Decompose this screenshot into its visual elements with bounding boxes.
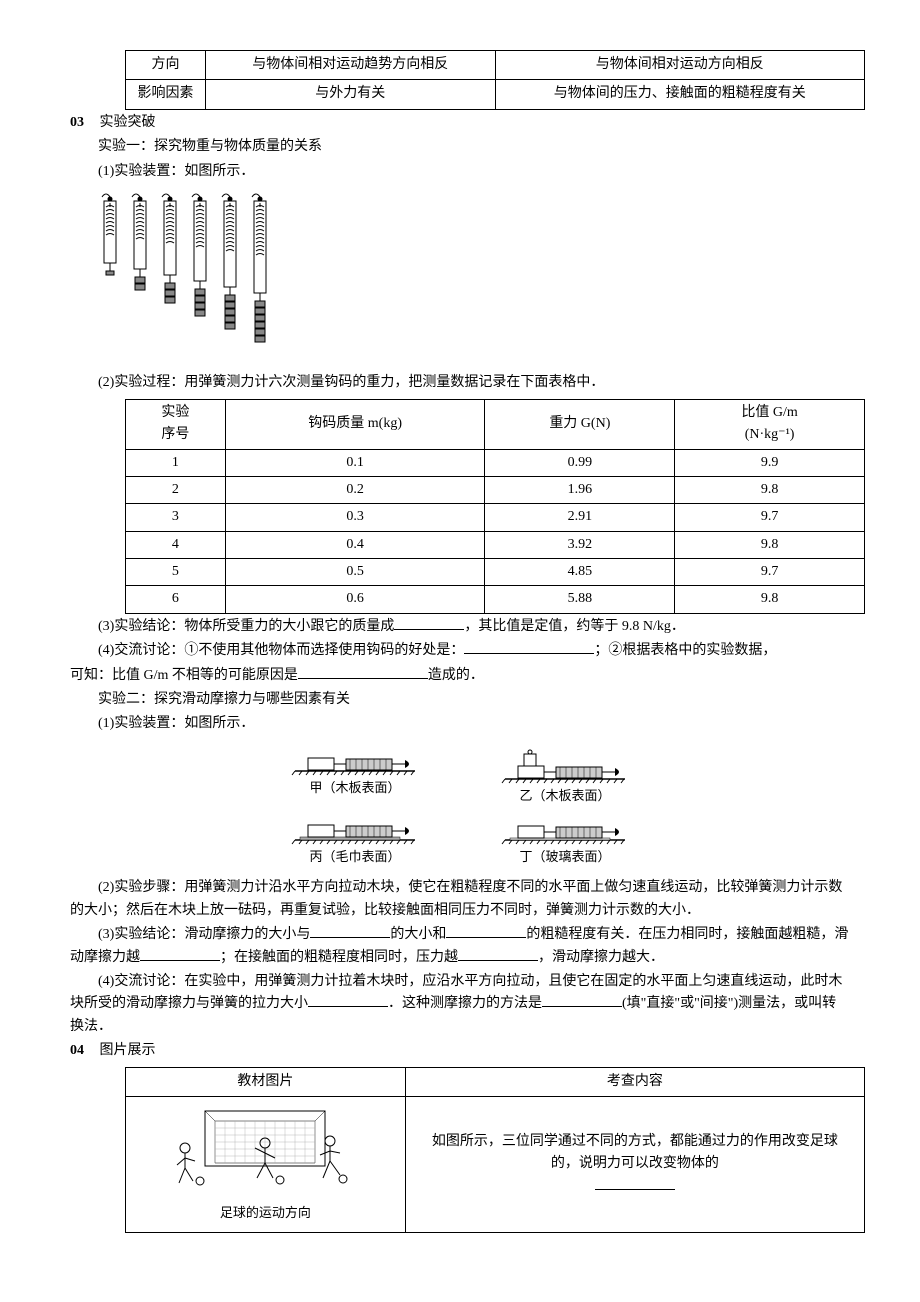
header-cell: 钩码质量 m(kg): [225, 399, 485, 449]
exp1-item2: (2)实验过程：用弹簧测力计六次测量钩码的重力，把测量数据记录在下面表格中．: [70, 372, 850, 394]
image-table: 教材图片 考查内容 足球的运动方向: [125, 1067, 865, 1234]
blank-input[interactable]: [464, 640, 594, 654]
exp1-title: 实验一：探究物重与物体质量的关系: [70, 136, 850, 158]
table-row: 足球的运动方向 如图所示，三位同学通过不同的方式，都能通过力的作用改变足球的，说…: [126, 1096, 865, 1232]
section-title: 图片展示: [100, 1043, 156, 1058]
exp2-item1: (1)实验装置：如图所示．: [70, 713, 850, 735]
blank-input[interactable]: [308, 993, 388, 1007]
table-row: 40.43.929.8: [126, 531, 865, 558]
friction-icon-b: [500, 746, 630, 784]
header-cell: 考查内容: [405, 1067, 864, 1096]
header-cell: 比值 G/m(N·kg⁻¹): [675, 399, 865, 449]
table-row: 方向 与物体间相对运动趋势方向相反 与物体间相对运动方向相反: [126, 51, 865, 80]
blank-input[interactable]: [542, 993, 622, 1007]
table-row: 20.21.969.8: [126, 476, 865, 503]
cell: 影响因素: [126, 80, 206, 109]
table-row: 10.10.999.9: [126, 449, 865, 476]
blank-input[interactable]: [446, 924, 526, 938]
blank-input[interactable]: [394, 616, 464, 630]
cell: 与物体间相对运动趋势方向相反: [205, 51, 495, 80]
springs-diagram: [90, 191, 850, 364]
cell: 与物体间相对运动方向相反: [495, 51, 865, 80]
friction-diagram: 甲（木板表面） 乙（木板表面）: [250, 746, 670, 868]
table-row: 影响因素 与外力有关 与物体间的压力、接触面的粗糙程度有关: [126, 80, 865, 109]
friction-icon-a: [290, 746, 420, 776]
exp2-item2: (2)实验步骤：用弹簧测力计沿水平方向拉动木块，使它在粗糙程度不同的水平面上做匀…: [70, 877, 850, 922]
image-caption: 足球的运动方向: [132, 1201, 399, 1226]
table-header-row: 实验序号 钩码质量 m(kg) 重力 G(N) 比值 G/m(N·kg⁻¹): [126, 399, 865, 449]
data-table: 实验序号 钩码质量 m(kg) 重力 G(N) 比值 G/m(N·kg⁻¹) 1…: [125, 399, 865, 614]
table-row: 50.54.859.7: [126, 559, 865, 586]
section-04-header: 04 图片展示: [70, 1040, 850, 1062]
cell: 与外力有关: [205, 80, 495, 109]
blank-input[interactable]: [310, 924, 390, 938]
table-header-row: 教材图片 考查内容: [126, 1067, 865, 1096]
blank-input[interactable]: [458, 947, 538, 961]
exp2-item3: (3)实验结论：滑动摩擦力的大小与的大小和的粗糙程度有关．在压力相同时，接触面越…: [70, 924, 850, 969]
exp1-item1: (1)实验装置：如图所示．: [70, 161, 850, 183]
header-cell: 重力 G(N): [485, 399, 675, 449]
section-03-header: 03 实验突破: [70, 112, 850, 134]
friction-icon-c: [290, 815, 420, 845]
exp1-item4-cont: 可知：比值 G/m 不相等的可能原因是造成的．: [70, 665, 850, 687]
exp2-item4: (4)交流讨论：在实验中，用弹簧测力计拉着木块时，应沿水平方向拉动，且使它在固定…: [70, 971, 850, 1038]
section-title: 实验突破: [100, 115, 156, 130]
header-cell: 实验序号: [126, 399, 226, 449]
exp1-item3: (3)实验结论：物体所受重力的大小跟它的质量成，其比值是定值，约等于 9.8 N…: [70, 616, 850, 638]
exp2-title: 实验二：探究滑动摩擦力与哪些因素有关: [70, 689, 850, 711]
table-row: 60.65.889.8: [126, 586, 865, 613]
table-row: 30.32.919.7: [126, 504, 865, 531]
football-illustration-icon: [165, 1103, 365, 1193]
image-cell: 足球的运动方向: [126, 1096, 406, 1232]
content-cell: 如图所示，三位同学通过不同的方式，都能通过力的作用改变足球的，说明力可以改变物体…: [405, 1096, 864, 1232]
section-num: 03: [70, 112, 84, 134]
cell: 与物体间的压力、接触面的粗糙程度有关: [495, 80, 865, 109]
blank-input[interactable]: [298, 665, 428, 679]
blank-input[interactable]: [140, 947, 220, 961]
friction-icon-d: [500, 815, 630, 845]
comparison-table: 方向 与物体间相对运动趋势方向相反 与物体间相对运动方向相反 影响因素 与外力有…: [125, 50, 865, 110]
blank-input[interactable]: [595, 1176, 675, 1190]
cell: 方向: [126, 51, 206, 80]
exp1-item4: (4)交流讨论：①不使用其他物体而选择使用钩码的好处是：；②根据表格中的实验数据…: [70, 640, 850, 662]
header-cell: 教材图片: [126, 1067, 406, 1096]
section-num: 04: [70, 1040, 84, 1062]
